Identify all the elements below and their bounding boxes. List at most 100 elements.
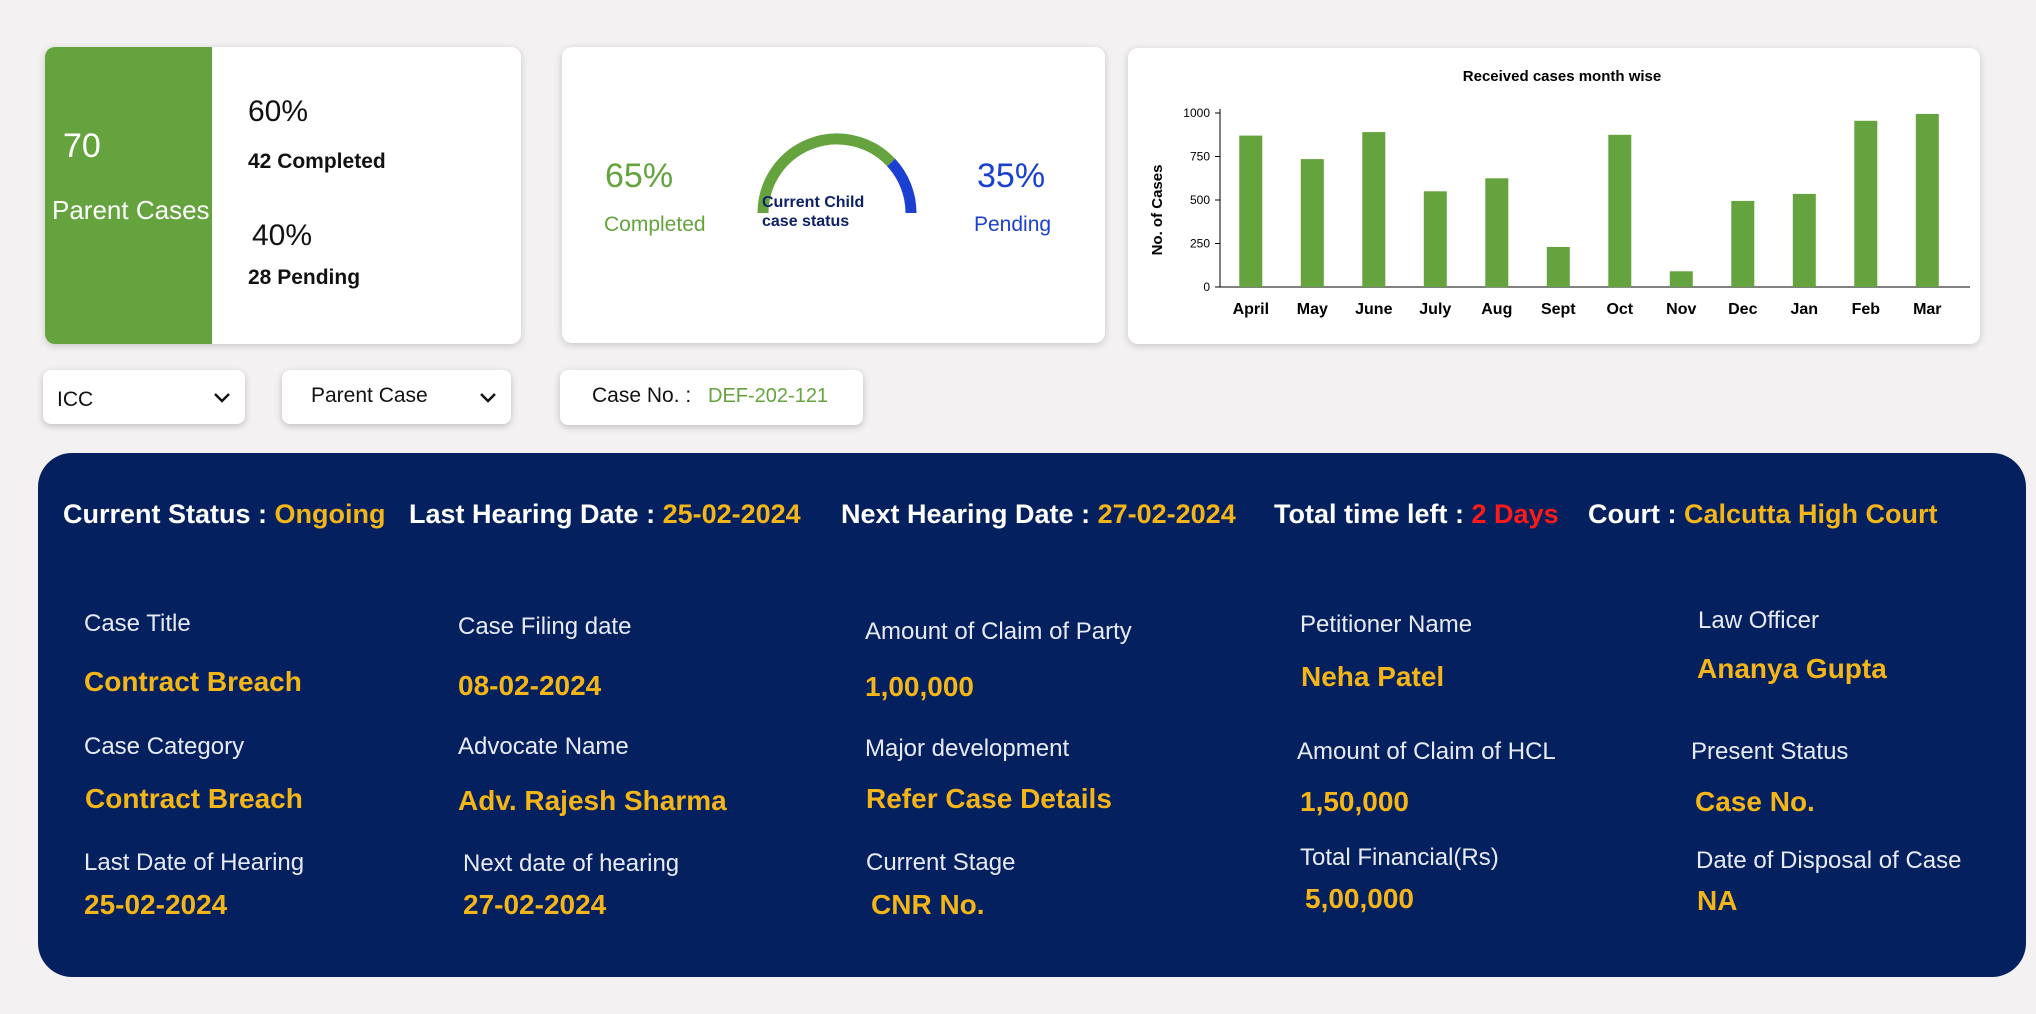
law-officer-value: Ananya Gupta	[1697, 653, 1887, 684]
icc-dropdown-value: ICC	[57, 388, 94, 411]
court: Court : Calcutta High Court	[1588, 499, 1938, 530]
chart-title: Received cases month wise	[1463, 68, 1661, 85]
amount-claim-party-label: Amount of Claim of Party	[865, 618, 1132, 645]
last-date-hearing-value: 25-02-2024	[84, 889, 228, 920]
parent-cases-card: 70 Parent Cases 60% 42 Completed 40% 28 …	[45, 47, 521, 344]
chart-bar	[1731, 200, 1755, 287]
chart-x-tick-label: Jan	[1791, 301, 1819, 318]
parent-cases-panel: 70 Parent Cases	[45, 47, 212, 344]
current-status-value: Ongoing	[274, 499, 386, 529]
last-date-hearing-label: Last Date of Hearing	[84, 849, 305, 876]
child-case-status-card: 65% Completed Current Child case status …	[562, 47, 1105, 343]
court-value: Calcutta High Court	[1684, 499, 1938, 529]
chart-y-tick-label: 250	[1190, 237, 1210, 251]
time-left: Total time left : 2 Days	[1274, 499, 1559, 530]
next-hearing-label: Next Hearing Date :	[841, 499, 1091, 529]
chart-y-axis-label: No. of Cases	[1149, 165, 1166, 256]
amount-claim-party-value: 1,00,000	[865, 671, 974, 702]
total-financial-value: 5,00,000	[1305, 883, 1414, 914]
last-hearing-value: 25-02-2024	[662, 499, 801, 529]
child-pending-percent: 35%	[977, 157, 1046, 195]
chart-bar	[1362, 132, 1386, 287]
chart-x-tick-label: May	[1297, 301, 1328, 318]
current-stage-value: CNR No.	[871, 889, 985, 920]
court-label: Court :	[1588, 499, 1677, 529]
petitioner-name-label: Petitioner Name	[1300, 611, 1473, 638]
chart-x-tick-label: Oct	[1606, 301, 1633, 318]
present-status-label: Present Status	[1691, 738, 1849, 765]
parent-case-dropdown-value: Parent Case	[311, 384, 428, 407]
present-status-value: Case No.	[1695, 786, 1815, 817]
case-number-value: DEF-202-121	[708, 385, 829, 407]
time-left-label: Total time left :	[1274, 499, 1465, 529]
chart-y-tick-label: 1000	[1183, 106, 1210, 120]
major-development-value: Refer Case Details	[866, 783, 1112, 814]
next-date-hearing-label: Next date of hearing	[463, 850, 680, 877]
petitioner-name-value: Neha Patel	[1301, 661, 1445, 692]
case-category-value: Contract Breach	[85, 783, 303, 814]
case-number-field[interactable]: Case No. : DEF-202-121	[560, 370, 863, 425]
case-filing-date-label: Case Filing date	[458, 613, 632, 640]
chart-bar	[1300, 159, 1324, 287]
amount-claim-hcl-value: 1,50,000	[1300, 786, 1409, 817]
parent-cases-label: Parent Cases	[52, 195, 210, 225]
parent-cases-count: 70	[63, 127, 101, 165]
major-development-label: Major development	[865, 735, 1070, 762]
case-filing-date-value: 08-02-2024	[458, 670, 602, 701]
child-status-gauge	[757, 133, 917, 214]
completed-count-text: 42 Completed	[248, 150, 386, 173]
chart-bar	[1915, 113, 1939, 288]
case-title-value: Contract Breach	[84, 666, 302, 697]
current-status-label: Current Status :	[63, 499, 268, 529]
next-hearing-value: 27-02-2024	[1097, 499, 1236, 529]
chart-marks: 0 250 500 750 1000 April May June July Aug Sept Oct…	[1183, 106, 1970, 318]
parent-case-dropdown[interactable]: Parent Case	[282, 370, 511, 424]
chart-bar	[1792, 193, 1816, 287]
completed-percent: 60%	[248, 95, 309, 128]
child-completed-percent: 65%	[605, 157, 674, 195]
case-number-label: Case No. :	[592, 384, 692, 407]
gauge-completed-arc	[757, 133, 896, 214]
chart-x-tick-label: Feb	[1852, 301, 1881, 318]
chart-x-tick-label: Nov	[1666, 301, 1696, 318]
case-category-label: Case Category	[84, 733, 245, 760]
chart-bar	[1485, 178, 1509, 288]
date-disposal-value: NA	[1697, 885, 1738, 916]
monthly-cases-chart: Received cases month wise No. of Cases 0…	[1149, 68, 1970, 318]
chart-bar	[1854, 120, 1878, 287]
chart-y-tick-label: 750	[1190, 150, 1210, 164]
chart-x-tick-label: Sept	[1541, 301, 1576, 318]
child-completed-label: Completed	[604, 213, 706, 236]
chart-bar	[1239, 135, 1263, 287]
total-financial-label: Total Financial(Rs)	[1300, 844, 1499, 871]
pending-count-text: 28 Pending	[248, 266, 361, 289]
current-stage-label: Current Stage	[866, 849, 1016, 876]
gauge-pending-arc	[886, 158, 917, 214]
chart-x-tick-label: Mar	[1913, 301, 1941, 318]
chart-bar	[1423, 191, 1447, 287]
advocate-name-label: Advocate Name	[458, 733, 629, 760]
chart-x-tick-label: April	[1233, 301, 1269, 318]
chart-y-tick-label: 500	[1190, 193, 1210, 207]
last-hearing: Last Hearing Date : 25-02-2024	[409, 499, 801, 530]
last-hearing-label: Last Hearing Date :	[409, 499, 656, 529]
chart-bar	[1608, 134, 1632, 288]
current-status: Current Status : Ongoing	[63, 499, 386, 530]
amount-claim-hcl-label: Amount of Claim of HCL	[1297, 738, 1556, 765]
chart-bar	[1669, 271, 1693, 287]
icc-dropdown[interactable]: ICC	[43, 370, 245, 424]
chart-x-tick-label: Aug	[1481, 301, 1512, 318]
chart-x-tick-label: Dec	[1728, 301, 1757, 318]
next-hearing: Next Hearing Date : 27-02-2024	[841, 499, 1236, 530]
next-date-hearing-value: 27-02-2024	[463, 889, 607, 920]
chart-y-tick-label: 0	[1203, 280, 1210, 294]
case-title-label: Case Title	[84, 610, 191, 637]
gauge-label-line2: case status	[762, 213, 850, 230]
chart-x-tick-label: June	[1355, 301, 1392, 318]
date-disposal-label: Date of Disposal of Case	[1696, 847, 1962, 874]
case-details-panel: Current Status : Ongoing Last Hearing Da…	[38, 453, 2026, 977]
pending-percent: 40%	[252, 219, 313, 252]
law-officer-label: Law Officer	[1698, 607, 1819, 634]
gauge-label-line1: Current Child	[762, 194, 865, 211]
chevron-down-icon	[480, 393, 496, 403]
